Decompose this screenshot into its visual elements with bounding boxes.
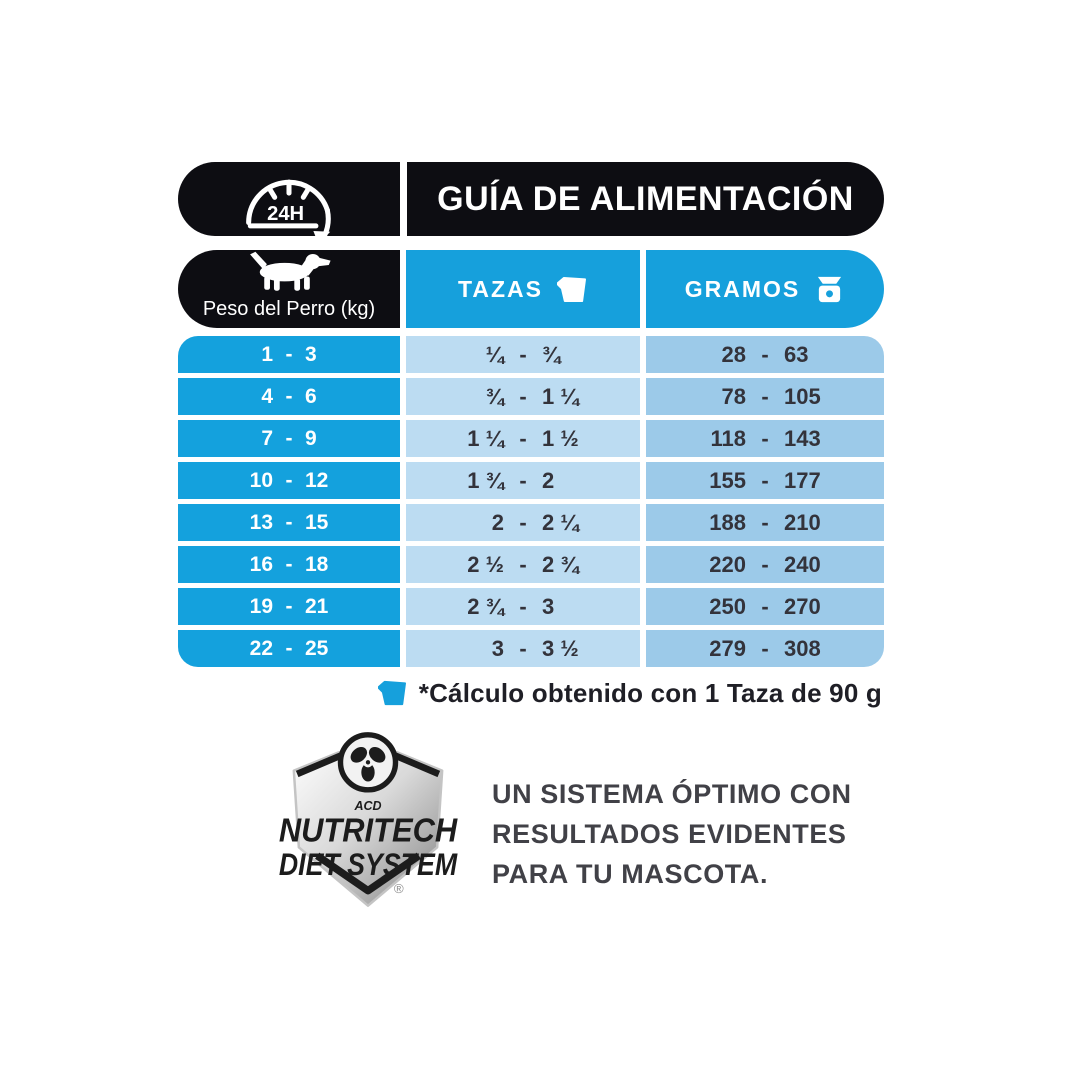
cups-cell: 1 ¾ - 2 [406,462,640,499]
kibble-emblem-icon [337,732,399,793]
range-dash: - [285,552,293,576]
range-dash: - [761,635,769,661]
grams-header-label: GRAMOS [684,275,801,302]
range-dash: - [285,384,293,408]
dog-icon [250,251,331,291]
header-bar: 24H GUÍA DE ALIMENTACIÓN [178,162,884,236]
tagline: UN SISTEMA ÓPTIMO CON RESULTADOS EVIDENT… [492,774,852,924]
grams-cell: 155 - 177 [646,462,884,499]
feeding-guide-panel: 24H GUÍA DE ALIMENTACIÓN [178,162,884,924]
cups-cell: 2 ¾ - 3 [406,588,640,625]
weight-cell: 1 - 3 [178,336,400,373]
grams-cell: 118 - 143 [646,420,884,457]
grams-cell: 220 - 240 [646,546,884,583]
weight-header-label: Peso del Perro (kg) [202,298,376,320]
acd-brand-mark: ACD [353,799,381,813]
range-dash: - [285,510,293,534]
tagline-line: RESULTADOS EVIDENTES [492,819,847,849]
weight-cell: 10 - 12 [178,462,400,499]
range-dash: - [761,593,769,619]
header-title-segment: GUÍA DE ALIMENTACIÓN [407,162,884,236]
table-row: 4 - 6 ¾ - 1 ¼ 78 - 105 [178,378,884,415]
clock-24h-icon: 24H [246,179,331,236]
range-dash: - [519,509,527,535]
weight-cell: 22 - 25 [178,630,400,667]
weight-cell: 19 - 21 [178,588,400,625]
range-dash: - [761,467,769,493]
tagline-line: PARA TU MASCOTA. [492,859,769,889]
feeding-table: 1 - 3 ¼ - ¾ 28 - 63 4 - [178,336,884,667]
range-dash: - [285,468,293,492]
range-dash: - [285,426,293,450]
bottom-section: ACD NUTRITECH DIET SYSTEM ® UN SISTEMA Ó… [178,724,884,924]
header-clock-segment: 24H [178,162,400,236]
grams-cell: 78 - 105 [646,378,884,415]
table-column-headers: Peso del Perro (kg) TAZAS GRAMOS [178,250,884,328]
range-dash: - [519,635,527,661]
weight-cell: 7 - 9 [178,420,400,457]
footnote-cup-icon [377,680,406,706]
range-dash: - [519,383,527,409]
range-dash: - [761,509,769,535]
table-row: 19 - 21 2 ¾ - 3 250 - 270 [178,588,884,625]
range-dash: - [761,341,769,367]
cups-header-label: TAZAS [458,275,543,302]
weight-cell: 16 - 18 [178,546,400,583]
weight-column-header: Peso del Perro (kg) [178,250,400,328]
weight-cell: 13 - 15 [178,504,400,541]
cups-column-header: TAZAS [406,250,640,328]
cups-cell: 2 ½ - 2 ¾ [406,546,640,583]
range-dash: - [519,551,527,577]
range-dash: - [761,383,769,409]
table-row: 16 - 18 2 ½ - 2 ¾ 220 - 240 [178,546,884,583]
scale-icon [818,276,842,302]
weight-cell: 4 - 6 [178,378,400,415]
cups-cell: 3 - 3 ½ [406,630,640,667]
registered-trademark-icon: ® [394,881,404,896]
range-dash: - [519,341,527,367]
table-row: 13 - 15 2 - 2 ¼ 188 - 210 [178,504,884,541]
cups-cell: ¼ - ¾ [406,336,640,373]
measuring-cup-icon [556,276,586,302]
range-dash: - [285,594,293,618]
range-dash: - [285,342,293,366]
table-row: 7 - 9 1 ¼ - 1 ½ 118 - 143 [178,420,884,457]
page-title: GUÍA DE ALIMENTACIÓN [437,179,854,218]
logo-line-nutritech: NUTRITECH [279,813,458,850]
tagline-line: UN SISTEMA ÓPTIMO CON [492,779,852,809]
clock-24h-label: 24H [267,203,304,225]
cups-cell: 2 - 2 ¼ [406,504,640,541]
logo-line-diet-system: DIET SYSTEM [279,846,458,882]
grams-cell: 279 - 308 [646,630,884,667]
grams-column-header: GRAMOS [646,250,884,328]
footnote: *Cálculo obtenido con 1 Taza de 90 g [178,676,884,710]
nutritech-shield-logo: ACD NUTRITECH DIET SYSTEM ® [279,732,458,907]
grams-cell: 188 - 210 [646,504,884,541]
table-row: 22 - 25 3 - 3 ½ 279 - 308 [178,630,884,667]
range-dash: - [761,425,769,451]
range-dash: - [519,467,527,493]
cups-cell: 1 ¼ - 1 ½ [406,420,640,457]
footnote-text: *Cálculo obtenido con 1 Taza de 90 g [418,677,882,708]
grams-cell: 250 - 270 [646,588,884,625]
table-row: 1 - 3 ¼ - ¾ 28 - 63 [178,336,884,373]
range-dash: - [285,636,293,660]
cups-cell: ¾ - 1 ¼ [406,378,640,415]
table-row: 10 - 12 1 ¾ - 2 155 - 177 [178,462,884,499]
range-dash: - [519,593,527,619]
range-dash: - [519,425,527,451]
range-dash: - [761,551,769,577]
grams-cell: 28 - 63 [646,336,884,373]
